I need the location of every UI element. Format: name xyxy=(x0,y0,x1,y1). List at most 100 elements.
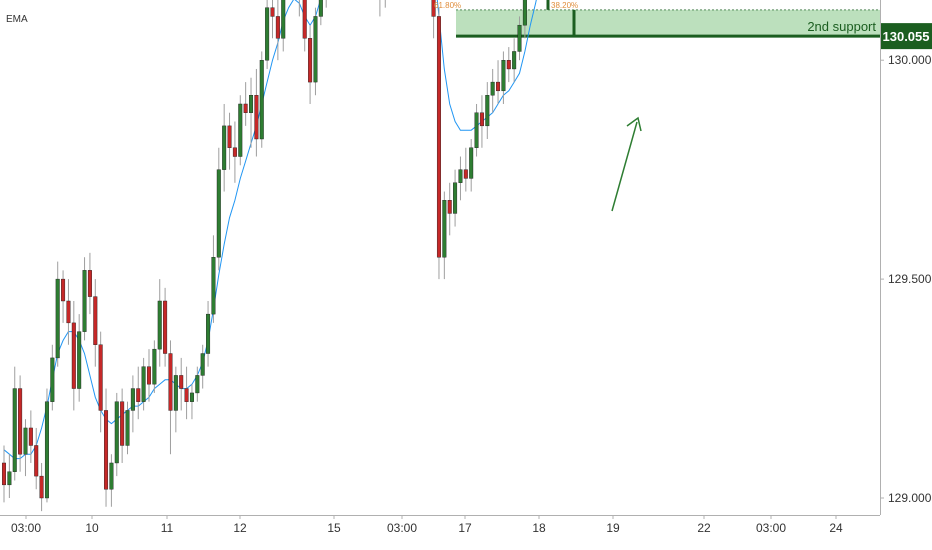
candle xyxy=(318,0,323,26)
candle xyxy=(243,82,248,126)
candle xyxy=(222,103,227,192)
zone-labels: 1st resistance1st support2nd support xyxy=(807,19,876,34)
candle xyxy=(512,38,517,83)
arrow-shaft xyxy=(611,121,638,212)
candle xyxy=(18,375,23,472)
candle-body xyxy=(302,0,307,39)
candle-body xyxy=(61,278,66,302)
candle-body xyxy=(485,95,490,127)
time-tick-label: 03:00 xyxy=(387,521,417,535)
candle-body xyxy=(179,375,184,389)
candle-body xyxy=(469,147,474,179)
price-tick-label: 129.000 xyxy=(888,491,932,505)
candle-body xyxy=(77,331,82,389)
ema-legend-label: EMA xyxy=(6,14,28,25)
time-tick-label: 03:00 xyxy=(756,521,786,535)
price-tag-label: 130.055 xyxy=(883,29,930,44)
candle xyxy=(7,454,12,498)
candle xyxy=(259,51,264,148)
time-tick-label: 12 xyxy=(233,521,247,535)
candle xyxy=(506,47,511,83)
candle xyxy=(453,169,458,227)
candle-body xyxy=(270,7,275,17)
candle xyxy=(2,445,6,503)
candle-body xyxy=(98,344,103,411)
candle-body xyxy=(168,353,173,411)
time-axis[interactable]: 03:00 10 11 12 15 03:00 17 18 19 22 03:00 24 xyxy=(11,515,843,535)
price-tick-label: 130.000 xyxy=(888,53,932,67)
candle-body xyxy=(501,60,506,92)
time-tick-label: 19 xyxy=(606,521,620,535)
candle-body xyxy=(238,103,243,157)
candle xyxy=(275,0,280,61)
candle-body xyxy=(479,112,484,127)
candle xyxy=(179,357,184,411)
candle-body xyxy=(243,103,248,113)
projection-arrow xyxy=(611,116,642,212)
candle-body xyxy=(206,313,211,354)
candle xyxy=(12,366,17,481)
candle-body xyxy=(146,366,151,385)
candle xyxy=(313,7,318,96)
candle xyxy=(77,314,82,402)
candle xyxy=(211,235,216,323)
candle-body xyxy=(66,300,71,324)
candle-body xyxy=(50,357,55,402)
candle-body xyxy=(458,169,463,183)
candle-body xyxy=(120,401,125,446)
candle-body xyxy=(254,95,259,140)
time-tick-label: 03:00 xyxy=(11,521,41,535)
candle xyxy=(146,349,151,402)
candle xyxy=(93,279,98,367)
candle xyxy=(474,103,479,157)
candle-body xyxy=(7,471,12,486)
candle-body xyxy=(442,200,447,258)
candle xyxy=(184,366,189,420)
candle xyxy=(522,0,527,39)
candle-body xyxy=(436,16,441,258)
candle xyxy=(517,16,522,61)
candle-body xyxy=(474,112,479,148)
candle-body xyxy=(431,0,436,17)
fib-level-label: 61.80% xyxy=(434,1,461,10)
price-tick-label: 129.500 xyxy=(888,272,932,286)
candle xyxy=(281,0,286,52)
candle-body xyxy=(517,24,522,52)
candle-body xyxy=(313,16,318,83)
candle xyxy=(200,344,205,389)
candle xyxy=(82,257,87,341)
candle-body xyxy=(447,200,452,214)
candle-body xyxy=(39,475,44,499)
candle xyxy=(120,388,125,463)
candle-body xyxy=(318,0,323,17)
support-label: 2nd support xyxy=(807,19,876,34)
candle xyxy=(163,287,168,367)
candle-body xyxy=(227,125,232,148)
candle xyxy=(23,419,28,477)
time-tick-label: 10 xyxy=(85,521,99,535)
candles[interactable] xyxy=(2,0,591,512)
price-tags: 130.740130.226130.055 xyxy=(881,23,932,50)
candle xyxy=(227,112,232,170)
candle xyxy=(50,344,55,411)
candle xyxy=(173,366,178,433)
candle xyxy=(479,95,484,148)
candle-body xyxy=(308,38,313,83)
candle xyxy=(109,454,114,507)
candle-body xyxy=(125,410,130,446)
candle xyxy=(168,340,173,455)
candle-body xyxy=(275,16,280,39)
candle xyxy=(61,270,66,323)
candle xyxy=(501,51,506,104)
candle-body xyxy=(490,81,495,96)
candle xyxy=(55,261,60,367)
candle-body xyxy=(200,353,205,376)
candle xyxy=(249,77,254,148)
candle xyxy=(254,68,259,157)
candle xyxy=(39,462,44,512)
candle xyxy=(265,0,270,69)
candle xyxy=(44,388,49,503)
